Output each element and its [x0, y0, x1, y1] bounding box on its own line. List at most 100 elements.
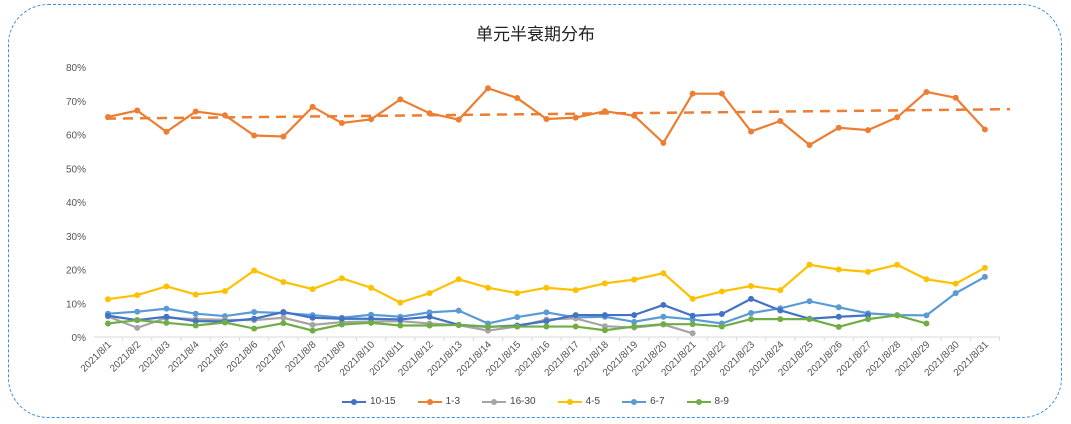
series-line-4-5 [107, 263, 986, 304]
data-point-6-7 [134, 308, 141, 315]
data-point-8-9 [806, 316, 813, 323]
data-point-4-5 [309, 286, 316, 293]
legend-label: 16-30 [510, 396, 536, 407]
data-point-1-3 [455, 116, 462, 123]
data-point-1-3 [718, 90, 725, 97]
data-point-4-5 [718, 288, 725, 295]
data-point-8-9 [601, 327, 608, 334]
data-point-1-3 [689, 90, 696, 97]
y-tick-label: 70% [66, 97, 86, 108]
data-point-1-3 [426, 110, 433, 117]
data-point-4-5 [660, 270, 667, 277]
data-point-6-7 [455, 307, 462, 314]
data-point-4-5 [601, 280, 608, 287]
data-point-1-3 [660, 139, 667, 146]
legend-item-1-3: 1-3 [417, 396, 461, 407]
data-point-4-5 [777, 287, 784, 294]
data-point-10-15 [543, 318, 550, 325]
data-point-6-7 [251, 309, 258, 316]
data-point-1-3 [280, 133, 287, 140]
data-point-10-15 [309, 314, 316, 321]
data-point-10-15 [280, 309, 287, 316]
data-point-8-9 [397, 322, 404, 329]
data-point-1-3 [105, 113, 111, 120]
data-point-8-9 [631, 323, 638, 330]
data-point-1-3 [952, 94, 959, 101]
chart-title: 单元半衰期分布 [476, 25, 595, 44]
data-point-10-15 [777, 307, 784, 314]
data-point-8-9 [748, 316, 755, 323]
data-point-1-3 [864, 127, 871, 134]
data-point-1-3 [192, 108, 199, 115]
data-point-8-9 [309, 327, 316, 334]
data-point-8-9 [660, 321, 667, 328]
data-point-6-7 [426, 309, 433, 316]
data-point-8-9 [338, 321, 345, 328]
legend-item-16-30: 16-30 [482, 396, 536, 407]
legend-label: 8-9 [714, 396, 729, 407]
data-point-8-9 [514, 323, 521, 330]
data-point-1-3 [631, 112, 638, 119]
data-point-4-5 [631, 276, 638, 283]
data-point-8-9 [134, 317, 141, 324]
y-tick-label: 40% [66, 198, 86, 209]
data-point-8-9 [426, 322, 433, 329]
data-point-8-9 [835, 323, 842, 330]
data-point-1-3 [777, 118, 784, 124]
data-point-4-5 [163, 283, 170, 290]
legend-label: 1-3 [445, 396, 461, 407]
trendline-1-3 [105, 107, 1011, 120]
data-point-4-5 [835, 266, 842, 273]
data-point-8-9 [251, 325, 258, 332]
data-point-1-3 [338, 120, 345, 127]
data-point-10-15 [718, 311, 725, 318]
data-point-10-15 [631, 312, 638, 319]
data-point-4-5 [105, 296, 111, 303]
data-point-4-5 [426, 290, 433, 297]
data-point-1-3 [894, 114, 901, 121]
x-tick-label: 2021/8/7 [254, 339, 290, 375]
data-point-1-3 [134, 107, 141, 114]
data-point-6-7 [806, 298, 813, 305]
data-point-10-15 [163, 313, 170, 320]
legend-swatch [686, 398, 711, 405]
data-point-10-15 [835, 313, 842, 320]
data-point-16-30 [309, 321, 316, 328]
legend-swatch [622, 398, 647, 405]
y-tick-label: 20% [66, 266, 86, 277]
data-point-4-5 [192, 291, 199, 298]
data-point-1-3 [163, 128, 170, 135]
data-point-8-9 [543, 323, 550, 330]
data-point-16-30 [689, 330, 696, 337]
data-point-8-9 [484, 323, 491, 330]
y-tick-label: 0% [72, 333, 87, 344]
data-point-6-7 [835, 304, 842, 311]
data-point-1-3 [835, 124, 842, 131]
data-point-1-3 [368, 116, 375, 123]
data-point-1-3 [397, 96, 404, 103]
data-point-8-9 [368, 319, 375, 326]
chart-frame [8, 4, 1062, 418]
legend-swatch [417, 398, 442, 405]
legend-item-4-5: 4-5 [557, 396, 600, 407]
data-point-16-30 [134, 324, 141, 331]
data-point-1-3 [221, 112, 228, 119]
data-point-8-9 [923, 320, 930, 327]
data-point-8-9 [221, 319, 228, 326]
data-point-4-5 [134, 292, 141, 299]
data-point-4-5 [221, 288, 228, 295]
legend-swatch [557, 398, 582, 405]
data-point-10-15 [660, 301, 667, 308]
data-point-1-3 [923, 88, 930, 95]
data-point-6-7 [952, 290, 959, 297]
data-point-1-3 [806, 141, 813, 148]
data-point-1-3 [251, 132, 258, 139]
data-point-1-3 [514, 95, 521, 102]
data-point-6-7 [192, 310, 199, 317]
data-point-4-5 [689, 295, 696, 302]
data-point-4-5 [280, 278, 287, 285]
data-point-4-5 [338, 275, 345, 282]
data-point-10-15 [338, 315, 345, 322]
data-point-10-15 [426, 313, 433, 320]
data-point-4-5 [748, 283, 755, 290]
